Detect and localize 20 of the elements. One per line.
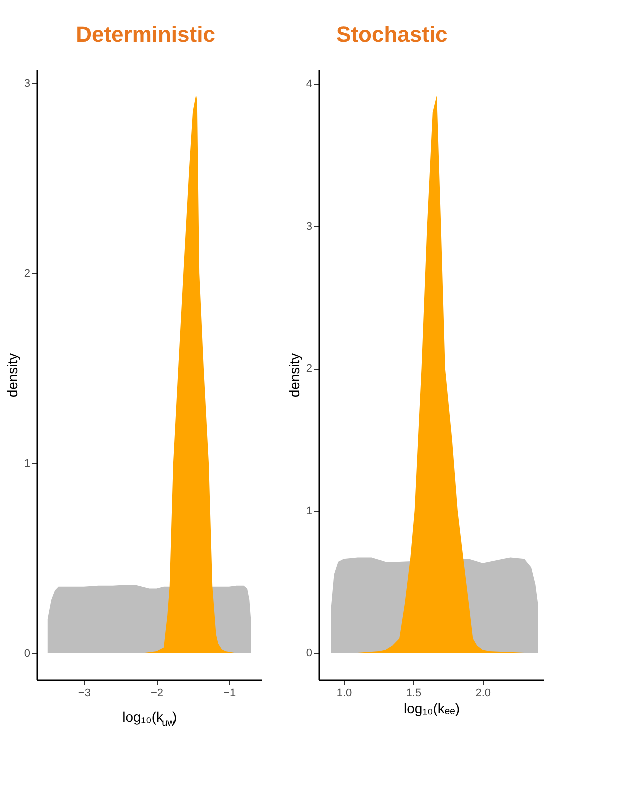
text: Stochastic — [336, 22, 448, 47]
x-tick-label: 2.0 — [476, 688, 492, 700]
y-tick-label: 2 — [24, 268, 30, 280]
y-tick-label: 4 — [306, 78, 312, 91]
y-axis-title: density — [286, 353, 302, 398]
y-tick-label: 1 — [24, 458, 30, 470]
x-tick-label: −3 — [78, 688, 91, 700]
y-tick-label: 1 — [306, 505, 312, 518]
y-tick-label: 0 — [24, 648, 30, 660]
x-tick-label: −2 — [150, 688, 164, 700]
x-tick-label: −1 — [224, 688, 236, 700]
x-tick-label: 1.0 — [336, 688, 352, 700]
x-tick-label: 1.5 — [406, 688, 422, 700]
x-axis-title: log₁₀(kₑₑ) — [404, 700, 460, 716]
y-tick-label: 2 — [306, 363, 312, 376]
text: Deterministic — [76, 22, 216, 47]
y-tick-label: 3 — [306, 220, 312, 233]
y-axis-title: density — [4, 353, 20, 398]
y-tick-label: 3 — [24, 78, 30, 90]
y-tick-label: 0 — [306, 647, 312, 660]
